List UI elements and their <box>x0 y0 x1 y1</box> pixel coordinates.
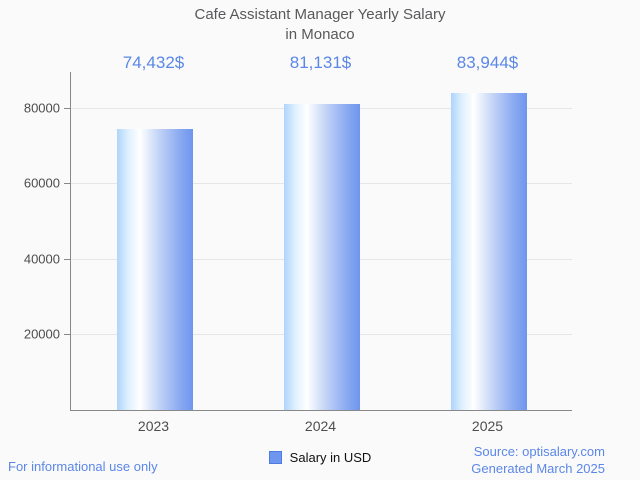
y-axis-tick-label: 20000 <box>23 326 60 342</box>
bar-value-label: 83,944$ <box>456 53 519 72</box>
y-axis-tick-label: 80000 <box>23 100 60 116</box>
y-axis-tick-label: 40000 <box>23 251 60 267</box>
legend: Salary in USD <box>0 450 640 465</box>
x-axis-category-label: 2025 <box>471 418 504 434</box>
chart-title: Cafe Assistant Manager Yearly Salary in … <box>0 5 640 45</box>
chart-title-line-1: Cafe Assistant Manager Yearly Salary <box>194 6 446 23</box>
y-axis-tick-mark <box>64 183 70 185</box>
chart-title-line-2: in Monaco <box>285 26 355 43</box>
source-block: Source: optisalary.com Generated March 2… <box>471 443 605 477</box>
y-axis-tick-mark <box>64 107 70 109</box>
bar-value-label: 81,131$ <box>289 53 352 72</box>
x-axis-category-label: 2024 <box>304 418 337 434</box>
x-axis-category-label: 2023 <box>137 418 170 434</box>
bar-2025 <box>450 92 527 410</box>
y-axis-tick-mark <box>64 334 70 336</box>
bar-2024 <box>283 103 360 410</box>
disclaimer-text: For informational use only <box>8 459 158 474</box>
plot-area <box>70 72 572 411</box>
generated-text: Generated March 2025 <box>471 461 605 476</box>
bar-value-label: 74,432$ <box>122 53 185 72</box>
y-axis-tick-mark <box>64 258 70 260</box>
legend-label: Salary in USD <box>289 450 372 465</box>
y-axis-tick-label: 60000 <box>23 175 60 191</box>
source-text: Source: optisalary.com <box>473 444 605 459</box>
legend-swatch-icon <box>268 451 282 464</box>
bar-2023 <box>116 128 193 410</box>
